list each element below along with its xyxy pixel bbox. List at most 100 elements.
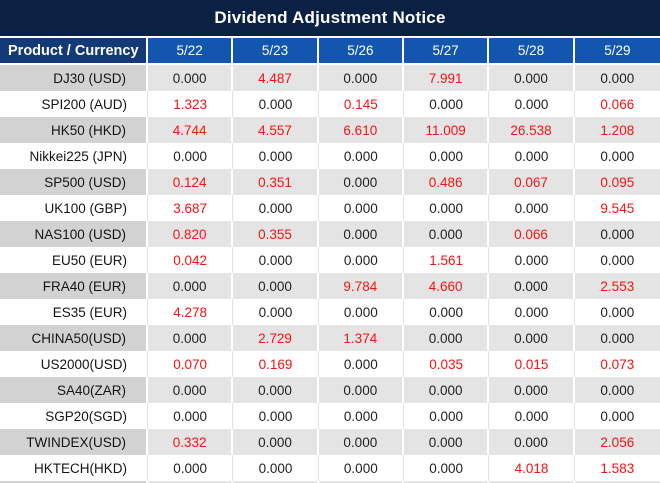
table-row: UK100 (GBP) 3.687 0.000 0.000 0.000 0.000 9.54… xyxy=(0,195,660,221)
value-cell: 1.374 xyxy=(318,325,404,351)
table-row: SA40(ZAR) 0.000 0.000 0.000 0.000 0.000 0.000 xyxy=(0,377,660,403)
table-row: Nikkei225 (JPN) 0.000 0.000 0.000 0.000 0.000… xyxy=(0,143,660,169)
value-cell: 0.000 xyxy=(489,247,575,273)
value-cell: 0.000 xyxy=(489,403,575,429)
value-cell: 0.000 xyxy=(318,195,404,221)
product-cell: HKTECH(HKD) xyxy=(0,455,148,481)
value-cell: 0.351 xyxy=(233,169,319,195)
value-cell: 4.018 xyxy=(489,455,575,481)
value-cell: 0.000 xyxy=(318,403,404,429)
value-cell: 0.000 xyxy=(489,143,575,169)
value-cell: 0.000 xyxy=(318,143,404,169)
value-cell: 0.000 xyxy=(148,377,234,403)
value-cell: 0.000 xyxy=(233,403,319,429)
value-cell: 0.000 xyxy=(233,91,319,117)
value-cell: 1.561 xyxy=(404,247,490,273)
value-cell: 9.545 xyxy=(574,195,660,221)
value-cell: 0.073 xyxy=(574,351,660,377)
product-cell: US2000(USD) xyxy=(0,351,148,377)
value-cell: 2.056 xyxy=(574,429,660,455)
value-cell: 0.000 xyxy=(233,377,319,403)
column-header-5-22: 5/22 xyxy=(148,38,234,63)
column-header-5-26: 5/26 xyxy=(318,38,404,63)
product-cell: SGP20(SGD) xyxy=(0,403,148,429)
value-cell: 0.000 xyxy=(404,299,490,325)
product-cell: FRA40 (EUR) xyxy=(0,273,148,299)
table-row: HKTECH(HKD) 0.000 0.000 0.000 0.000 4.018 1.58… xyxy=(0,455,660,481)
value-cell: 0.000 xyxy=(318,429,404,455)
value-cell: 0.000 xyxy=(404,221,490,247)
table-row: DJ30 (USD) 0.000 4.487 0.000 7.991 0.000 0.000 xyxy=(0,65,660,91)
value-cell: 0.000 xyxy=(233,195,319,221)
value-cell xyxy=(404,481,490,483)
value-cell: 0.820 xyxy=(148,221,234,247)
value-cell: 0.000 xyxy=(489,429,575,455)
value-cell: 0.000 xyxy=(148,273,234,299)
value-cell: 0.000 xyxy=(574,65,660,91)
value-cell xyxy=(233,481,319,483)
value-cell: 0.000 xyxy=(404,91,490,117)
column-header-5-29: 5/29 xyxy=(574,38,660,63)
value-cell xyxy=(148,481,234,483)
value-cell: 0.000 xyxy=(574,143,660,169)
table-row: FRA40 (EUR) 0.000 0.000 9.784 4.660 0.000 2.55… xyxy=(0,273,660,299)
value-cell: 1.323 xyxy=(148,91,234,117)
value-cell: 0.000 xyxy=(148,403,234,429)
value-cell: 3.687 xyxy=(148,195,234,221)
value-cell xyxy=(318,481,404,483)
value-cell: 0.000 xyxy=(489,273,575,299)
product-cell: EU50 (EUR) xyxy=(0,247,148,273)
value-cell: 0.000 xyxy=(574,325,660,351)
value-cell: 11.009 xyxy=(404,117,490,143)
product-cell: HK50 (HKD) xyxy=(0,117,148,143)
value-cell: 0.042 xyxy=(148,247,234,273)
value-cell: 0.000 xyxy=(574,221,660,247)
table-header-row: Product / Currency 5/22 5/23 5/26 5/27 5/28 5… xyxy=(0,38,660,65)
value-cell: 0.000 xyxy=(233,247,319,273)
table-row: NAS100 (USD) 0.820 0.355 0.000 0.000 0.066 0.0… xyxy=(0,221,660,247)
value-cell: 0.066 xyxy=(489,221,575,247)
value-cell xyxy=(574,481,660,483)
product-cell: CHINA50(USD) xyxy=(0,325,148,351)
value-cell: 0.000 xyxy=(574,247,660,273)
table-row: ES35 (EUR) 4.278 0.000 0.000 0.000 0.000 0.000 xyxy=(0,299,660,325)
product-cell: SPI200 (AUD) xyxy=(0,91,148,117)
product-cell: UK100 (GBP) xyxy=(0,195,148,221)
value-cell: 0.000 xyxy=(574,403,660,429)
value-cell: 0.000 xyxy=(318,299,404,325)
value-cell: 0.000 xyxy=(233,299,319,325)
table-row: SGP20(SGD) 0.000 0.000 0.000 0.000 0.000 0.000 xyxy=(0,403,660,429)
product-cell: DJ30 (USD) xyxy=(0,65,148,91)
value-cell: 0.000 xyxy=(233,143,319,169)
title-bar: Dividend Adjustment Notice xyxy=(0,0,660,36)
value-cell: 0.486 xyxy=(404,169,490,195)
value-cell: 0.000 xyxy=(404,377,490,403)
value-cell: 9.784 xyxy=(318,273,404,299)
column-header-5-23: 5/23 xyxy=(233,38,319,63)
value-cell: 0.000 xyxy=(318,455,404,481)
table-row: TWINDEX(USD) 0.332 0.000 0.000 0.000 0.000 2.0… xyxy=(0,429,660,455)
column-header-product: Product / Currency xyxy=(0,38,148,63)
value-cell xyxy=(489,481,575,483)
value-cell: 6.610 xyxy=(318,117,404,143)
product-cell: Nikkei225 (JPN) xyxy=(0,143,148,169)
value-cell: 0.355 xyxy=(233,221,319,247)
table-row: SP500 (USD) 0.124 0.351 0.000 0.486 0.067 0.09… xyxy=(0,169,660,195)
value-cell: 0.000 xyxy=(233,273,319,299)
column-header-5-27: 5/27 xyxy=(404,38,490,63)
table-row: EU50 (EUR) 0.042 0.000 0.000 1.561 0.000 0.000 xyxy=(0,247,660,273)
value-cell: 0.035 xyxy=(404,351,490,377)
value-cell: 2.729 xyxy=(233,325,319,351)
clipped-next-row xyxy=(0,481,660,483)
value-cell: 0.066 xyxy=(574,91,660,117)
product-cell: ES35 (EUR) xyxy=(0,299,148,325)
value-cell: 0.000 xyxy=(404,143,490,169)
value-cell: 0.145 xyxy=(318,91,404,117)
value-cell: 0.000 xyxy=(489,195,575,221)
value-cell: 0.000 xyxy=(404,429,490,455)
value-cell: 0.000 xyxy=(489,299,575,325)
value-cell: 0.169 xyxy=(233,351,319,377)
value-cell: 2.553 xyxy=(574,273,660,299)
dividend-table: Product / Currency 5/22 5/23 5/26 5/27 5/28 5… xyxy=(0,38,660,483)
value-cell: 0.000 xyxy=(318,377,404,403)
